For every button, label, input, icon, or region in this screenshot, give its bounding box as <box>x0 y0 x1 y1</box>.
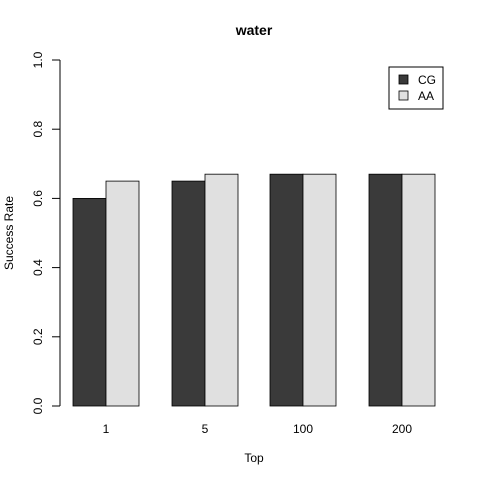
bar-cg-200 <box>368 173 403 407</box>
y-tick-label: 0.6 <box>31 190 45 207</box>
x-tick-label-100: 100 <box>293 422 313 436</box>
y-tick-label: 0.8 <box>31 121 45 138</box>
y-axis: 0.0 0.2 0.4 0.6 0.8 1.0 <box>31 51 61 414</box>
bar-cg-1 <box>72 197 107 407</box>
y-tick-label: 0.0 <box>31 397 45 414</box>
bar-aa-1 <box>105 180 140 407</box>
legend-label-cg: CG <box>418 73 436 87</box>
bars-group <box>72 173 436 407</box>
bar-cg-100 <box>269 173 304 407</box>
x-tick-label-5: 5 <box>202 422 209 436</box>
legend-swatch-cg <box>398 74 409 85</box>
x-tick-label-1: 1 <box>103 422 110 436</box>
chart-title: water <box>235 22 273 38</box>
bar-aa-200 <box>401 173 436 407</box>
bar-aa-5 <box>204 173 239 407</box>
x-tick-label-200: 200 <box>392 422 412 436</box>
bar-aa-100 <box>302 173 337 407</box>
y-tick-label: 1.0 <box>31 51 45 68</box>
legend-label-aa: AA <box>418 89 434 103</box>
y-axis-label: Success Rate <box>2 196 16 270</box>
legend-swatch-aa <box>398 90 409 101</box>
legend: CG AA <box>388 66 444 110</box>
x-tick-labels: 1 5 100 200 <box>103 422 413 436</box>
y-tick-label: 0.4 <box>31 259 45 276</box>
x-axis-label: Top <box>244 451 264 465</box>
legend-box <box>388 66 444 110</box>
y-tick-label: 0.2 <box>31 328 45 345</box>
bar-cg-5 <box>171 180 206 407</box>
